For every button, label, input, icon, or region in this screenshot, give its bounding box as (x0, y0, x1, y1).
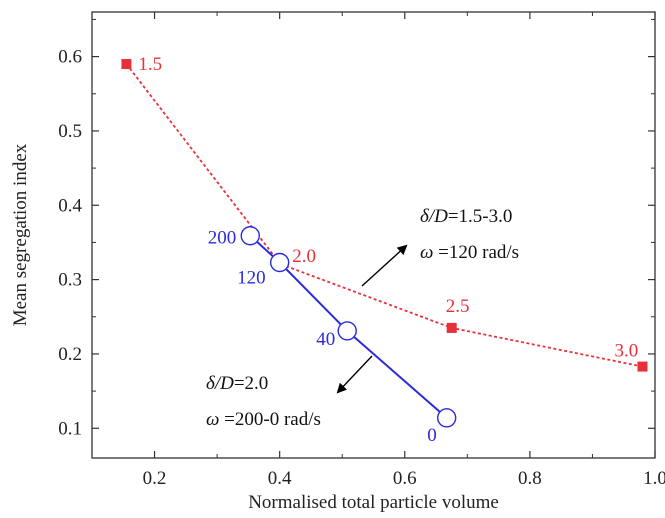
series-1-point (637, 361, 648, 372)
annotation-1-line-2: ω =120 rad/s (420, 242, 519, 263)
annotation-2-line-2: ω =200-0 rad/s (206, 409, 321, 430)
x-tick-label: 0.2 (143, 468, 167, 489)
y-tick-label: 0.4 (58, 195, 82, 216)
annotation-2-omega: ω (206, 409, 219, 430)
series-2-point-label: 0 (427, 425, 437, 446)
series-2-point (436, 408, 457, 428)
series-2-point-label: 40 (316, 329, 335, 350)
annotation-2-symbol: δ/D (206, 373, 234, 394)
series-2-point-label: 200 (208, 228, 237, 249)
annotation-1-value: =1.5-3.0 (448, 206, 513, 227)
series-1-point (121, 59, 132, 70)
annotation-1-omega-value: =120 rad/s (433, 242, 519, 263)
y-tick-label: 0.1 (58, 418, 82, 439)
annotation-2-value: =2.0 (234, 373, 268, 394)
y-tick-label: 0.6 (58, 47, 82, 68)
series-1-point-label: 2.0 (292, 246, 316, 267)
series-1-point-label: 3.0 (614, 341, 638, 362)
annotation-1-arrow (361, 244, 408, 287)
series-line-1 (125, 63, 643, 368)
series-1-point-label: 2.5 (446, 296, 470, 317)
y-axis-title: Mean segregation index (10, 143, 31, 326)
x-tick-label: 0.6 (393, 468, 417, 489)
series-2-point (337, 321, 357, 341)
y-tick-label: 0.2 (58, 344, 82, 365)
series-line-2 (249, 234, 448, 419)
series-2-point (269, 252, 290, 273)
annotation-2-arrow (336, 355, 373, 394)
y-tick-label: 0.3 (58, 270, 82, 291)
annotation-1-omega: ω (420, 242, 433, 263)
x-tick-label: 0.8 (518, 468, 542, 489)
series-2-point-label: 120 (237, 268, 266, 289)
y-tick-label: 0.5 (58, 121, 82, 142)
annotation-2-line-1: δ/D=2.0 (206, 373, 268, 394)
x-tick-label: 0.4 (268, 468, 292, 489)
annotation-1-symbol: δ/D (420, 206, 448, 227)
series-2-point (240, 226, 260, 246)
annotation-1-line-1: δ/D=1.5-3.0 (420, 206, 512, 227)
annotation-2-omega-value: =200-0 rad/s (219, 409, 320, 430)
x-tick-label: 1.0 (643, 468, 665, 489)
plot-frame (91, 11, 656, 459)
series-1-point-label: 1.5 (138, 54, 162, 75)
x-axis-title: Normalised total particle volume (248, 492, 499, 513)
series-1-point (446, 322, 457, 333)
